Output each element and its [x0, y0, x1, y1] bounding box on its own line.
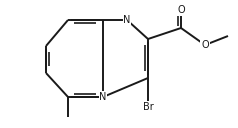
- Text: N: N: [123, 15, 131, 25]
- Text: O: O: [177, 5, 185, 15]
- Text: N: N: [99, 92, 107, 102]
- Text: Br: Br: [143, 102, 153, 112]
- Text: O: O: [201, 40, 209, 50]
- Text: O: O: [201, 40, 209, 50]
